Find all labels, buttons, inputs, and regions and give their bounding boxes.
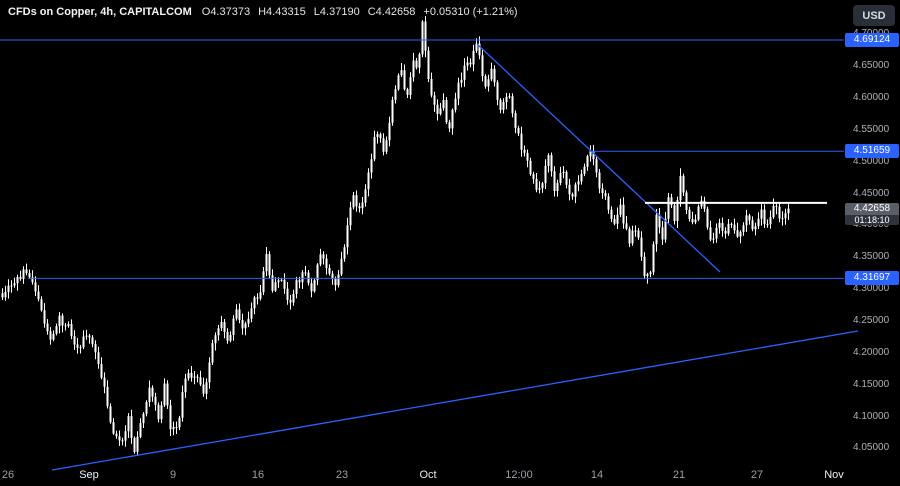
price-tick-label: 4.40000 <box>853 219 890 231</box>
ascending-trendline[interactable] <box>51 330 859 471</box>
time-axis[interactable]: 26 Sep 9 16 23 Oct 12:00 14 21 27 Nov <box>0 462 844 486</box>
candle-bodies <box>1 21 790 452</box>
time-label: 21 <box>672 469 686 481</box>
price-level-badge: 4.31697 <box>845 271 899 286</box>
ohlc-close: C4.42658 <box>367 6 416 18</box>
time-label: 12:00 <box>505 469 533 481</box>
symbol-title[interactable]: CFDs on Copper, 4h, CAPITALCOM <box>8 6 192 18</box>
countdown-timer: 01:18:10 <box>845 214 899 225</box>
time-label: 14 <box>590 469 604 481</box>
time-label: Oct <box>419 469 437 481</box>
currency-toggle-button[interactable]: USD <box>853 5 895 26</box>
symbol-legend: CFDs on Copper, 4h, CAPITALCOM O4.37373 H4… <box>8 6 526 18</box>
price-level-badge: 4.69124 <box>845 32 899 47</box>
price-tick-label: 4.35000 <box>853 251 890 263</box>
time-label: 23 <box>335 469 349 481</box>
time-label: 16 <box>251 469 265 481</box>
price-tick-label: 4.25000 <box>853 315 890 327</box>
price-tick-label: 4.45000 <box>853 187 890 199</box>
price-tick-label: 4.50000 <box>853 155 890 167</box>
price-tick-label: 4.65000 <box>853 60 890 72</box>
price-change: +0.05310 (+1.21%) <box>423 6 518 18</box>
price-tick-label: 4.30000 <box>853 283 890 295</box>
candle-wicks <box>2 16 789 456</box>
ohlc-high: H4.43315 <box>258 6 306 18</box>
ohlc-open: O4.37373 <box>201 6 251 18</box>
descending-trendline[interactable] <box>476 43 721 273</box>
time-label: Sep <box>79 469 99 481</box>
price-tick-label: 4.20000 <box>853 346 890 358</box>
last-price-badge: 4.42658 01:18:10 <box>845 202 899 225</box>
price-tick-label: 4.10000 <box>853 410 890 422</box>
price-axis[interactable]: 4.42658 01:18:10 4.700004.650004.600004.… <box>844 0 900 462</box>
price-tick-label: 4.55000 <box>853 123 890 135</box>
time-label: 27 <box>750 469 764 481</box>
price-tick-label: 4.60000 <box>853 92 890 104</box>
price-tick-label: 4.05000 <box>853 442 890 454</box>
time-label: 26 <box>1 469 15 481</box>
price-level-badge: 4.51659 <box>845 144 899 159</box>
price-tick-label: 4.15000 <box>853 378 890 390</box>
time-label: Nov <box>824 469 844 481</box>
last-price-value: 4.42658 <box>845 202 899 215</box>
time-label: 9 <box>169 469 177 481</box>
ohlc-low: L4.37190 <box>313 6 360 18</box>
